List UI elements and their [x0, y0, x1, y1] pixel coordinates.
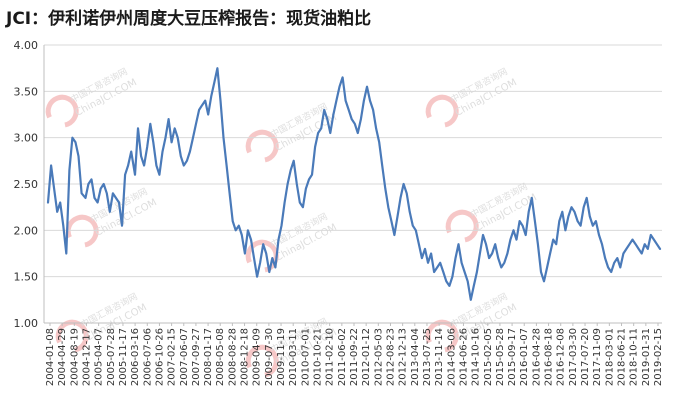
x-tick-label: 2009-04-09 — [252, 328, 263, 386]
x-tick-label: 2014-06-26 — [458, 328, 469, 386]
x-tick-label: 2019-02-15 — [653, 328, 664, 386]
x-tick-label: 2018-03-01 — [604, 328, 615, 386]
y-tick-label: 3.50 — [14, 85, 39, 98]
x-tick-label: 2017-11-09 — [592, 328, 603, 386]
x-tick-label: 2004-08-19 — [69, 328, 80, 386]
x-tick-label: 2010-03-11 — [288, 328, 299, 386]
x-tick-label: 2004-04-29 — [57, 328, 68, 386]
y-tick-label: 1.50 — [14, 271, 39, 284]
x-tick-label: 2013-11-14 — [434, 328, 445, 386]
series-line — [46, 67, 662, 301]
x-tick-label: 2015-05-28 — [495, 328, 506, 386]
y-tick-label: 4.00 — [14, 39, 39, 52]
x-tick-label: 2007-06-07 — [179, 328, 190, 386]
y-tick-label: 3.00 — [14, 132, 39, 145]
x-tick-label: 2005-11-17 — [118, 328, 129, 386]
x-tick-label: 2006-10-26 — [154, 328, 165, 386]
x-tick-label: 2011-09-22 — [349, 328, 360, 386]
y-tick-label: 2.50 — [14, 178, 39, 191]
x-tick-label: 2006-03-16 — [130, 328, 141, 386]
x-tick-label: 2009-07-30 — [264, 328, 275, 386]
x-tick-label: 2016-01-07 — [519, 328, 530, 386]
x-tick-label: 2012-08-23 — [385, 328, 396, 386]
x-tick-label: 2010-07-01 — [300, 328, 311, 386]
x-tick-label: 2012-05-03 — [373, 328, 384, 386]
x-tick-label: 2017-07-20 — [580, 328, 591, 386]
x-tick-label: 2007-09-27 — [191, 328, 202, 386]
x-tick-label: 2010-10-21 — [313, 328, 324, 386]
x-tick-label: 2008-05-08 — [215, 328, 226, 386]
x-tick-label: 2012-01-12 — [361, 328, 372, 386]
x-tick-label: 2008-01-17 — [203, 328, 214, 386]
x-tick-label: 2005-04-07 — [94, 328, 105, 386]
x-tick-label: 2004-01-08 — [45, 328, 56, 386]
x-tick-label: 2013-07-25 — [422, 328, 433, 386]
x-tick-label: 2014-10-16 — [471, 328, 482, 386]
x-tick-label: 2019-01-31 — [641, 328, 652, 386]
x-tick-label: 2007-02-15 — [167, 328, 178, 386]
x-tick-label: 2004-12-17 — [81, 328, 92, 386]
y-tick-label: 1.00 — [14, 317, 39, 330]
x-tick-label: 2008-12-18 — [240, 328, 251, 386]
x-tick-label: 2016-08-18 — [544, 328, 555, 386]
x-tick-label: 2011-06-02 — [337, 328, 348, 386]
x-tick-label: 2014-03-06 — [446, 328, 457, 386]
x-tick-label: 2016-04-28 — [531, 328, 542, 386]
x-tick-label: 2017-03-30 — [568, 328, 579, 386]
y-tick-label: 2.00 — [14, 224, 39, 237]
x-tick-label: 2005-07-28 — [106, 328, 117, 386]
x-tick-label: 2018-06-21 — [617, 328, 628, 386]
x-tick-label: 2015-09-17 — [507, 328, 518, 386]
x-tick-label: 2016-12-08 — [556, 328, 567, 386]
x-tick-label: 2015-02-05 — [483, 328, 494, 386]
x-tick-label: 2008-08-28 — [227, 328, 238, 386]
x-tick-label: 2006-07-06 — [142, 328, 153, 386]
x-tick-label: 2018-10-11 — [629, 328, 640, 386]
x-tick-label: 2013-04-04 — [410, 328, 421, 386]
chart-title: JCI：伊利诺伊州周度大豆压榨报告：现货油粕比 — [6, 9, 372, 29]
x-tick-label: 2011-02-10 — [325, 328, 336, 386]
x-tick-label: 2012-12-13 — [398, 328, 409, 386]
x-tick-label: 2009-11-19 — [276, 328, 287, 386]
